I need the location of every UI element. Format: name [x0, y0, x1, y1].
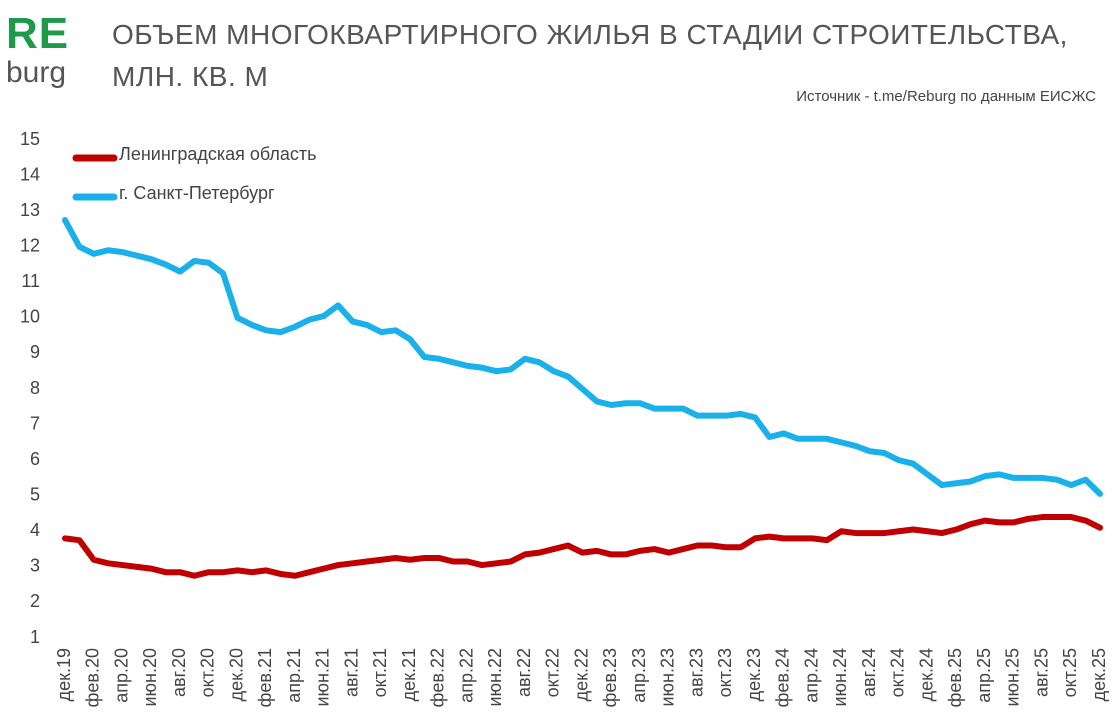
x-tick-label: дек.20	[226, 648, 246, 701]
x-tick-label: июн.21	[313, 648, 333, 707]
chart-title: ОБЪЕМ МНОГОКВАРТИРНОГО ЖИЛЬЯ В СТАДИИ СТ…	[112, 19, 1068, 92]
x-tick-label: июн.24	[830, 648, 850, 707]
x-tick-label: апр.25	[974, 648, 994, 703]
y-tick-label: 2	[30, 591, 40, 611]
y-tick-label: 11	[21, 271, 40, 291]
x-tick-label: июн.22	[485, 648, 505, 707]
x-tick-label: дек.24	[916, 648, 936, 701]
y-tick-label: 3	[30, 556, 40, 576]
y-tick-label: 14	[20, 164, 40, 184]
x-tick-label: апр.23	[629, 648, 649, 703]
x-tick-label: июн.20	[140, 648, 160, 707]
x-tick-label: фев.20	[83, 648, 103, 707]
x-tick-label: окт.21	[370, 648, 390, 697]
legend-label: г. Санкт-Петербург	[119, 183, 275, 203]
x-tick-label: июн.25	[1003, 648, 1023, 707]
y-tick-label: 13	[20, 200, 40, 220]
x-tick-label: фев.25	[945, 648, 965, 707]
x-tick-label: фев.21	[255, 648, 275, 707]
x-tick-label: апр.21	[284, 648, 304, 703]
x-tick-label: июн.23	[658, 648, 678, 707]
x-tick-label: авг.21	[341, 648, 361, 697]
x-tick-label: авг.20	[169, 648, 189, 697]
series-line	[62, 514, 1103, 579]
legend-label: Ленинградская область	[119, 144, 317, 164]
x-tick-label: окт.20	[198, 648, 218, 697]
y-tick-label: 7	[30, 413, 40, 433]
x-tick-label: окт.22	[543, 648, 563, 697]
y-tick-label: 12	[20, 235, 40, 255]
source-note: Источник - t.me/Reburg по данным ЕИСЖС	[796, 88, 1096, 105]
y-tick-label: 6	[30, 449, 40, 469]
x-tick-label: апр.24	[801, 648, 821, 703]
x-tick-label: дек.25	[1089, 648, 1109, 701]
x-tick-label: авг.24	[859, 648, 879, 697]
x-tick-label: окт.25	[1060, 648, 1080, 697]
x-tick-label: апр.20	[111, 648, 131, 703]
logo-main: RE	[6, 9, 70, 58]
series-line	[62, 217, 1103, 497]
y-tick-label: 10	[20, 307, 40, 327]
x-tick-label: авг.25	[1031, 648, 1051, 697]
y-tick-label: 9	[30, 342, 40, 362]
x-tick-label: апр.22	[456, 648, 476, 703]
y-tick-label: 1	[30, 627, 40, 647]
x-tick-label: дек.23	[744, 648, 764, 701]
y-tick-label: 4	[30, 520, 40, 540]
x-tick-label: фев.24	[773, 648, 793, 707]
x-tick-label: дек.19	[54, 648, 74, 701]
x-tick-label: авг.23	[686, 648, 706, 697]
x-tick-label: дек.22	[571, 648, 591, 701]
x-tick-label: авг.22	[514, 648, 534, 697]
x-tick-label: окт.24	[888, 648, 908, 697]
y-tick-label: 15	[20, 129, 40, 149]
x-tick-label: фев.23	[600, 648, 620, 707]
y-tick-label: 5	[30, 484, 40, 504]
x-tick-label: окт.23	[715, 648, 735, 697]
y-tick-label: 8	[30, 378, 40, 398]
logo-sub: burg	[6, 56, 67, 89]
x-tick-label: фев.22	[428, 648, 448, 707]
x-tick-label: дек.21	[399, 648, 419, 701]
